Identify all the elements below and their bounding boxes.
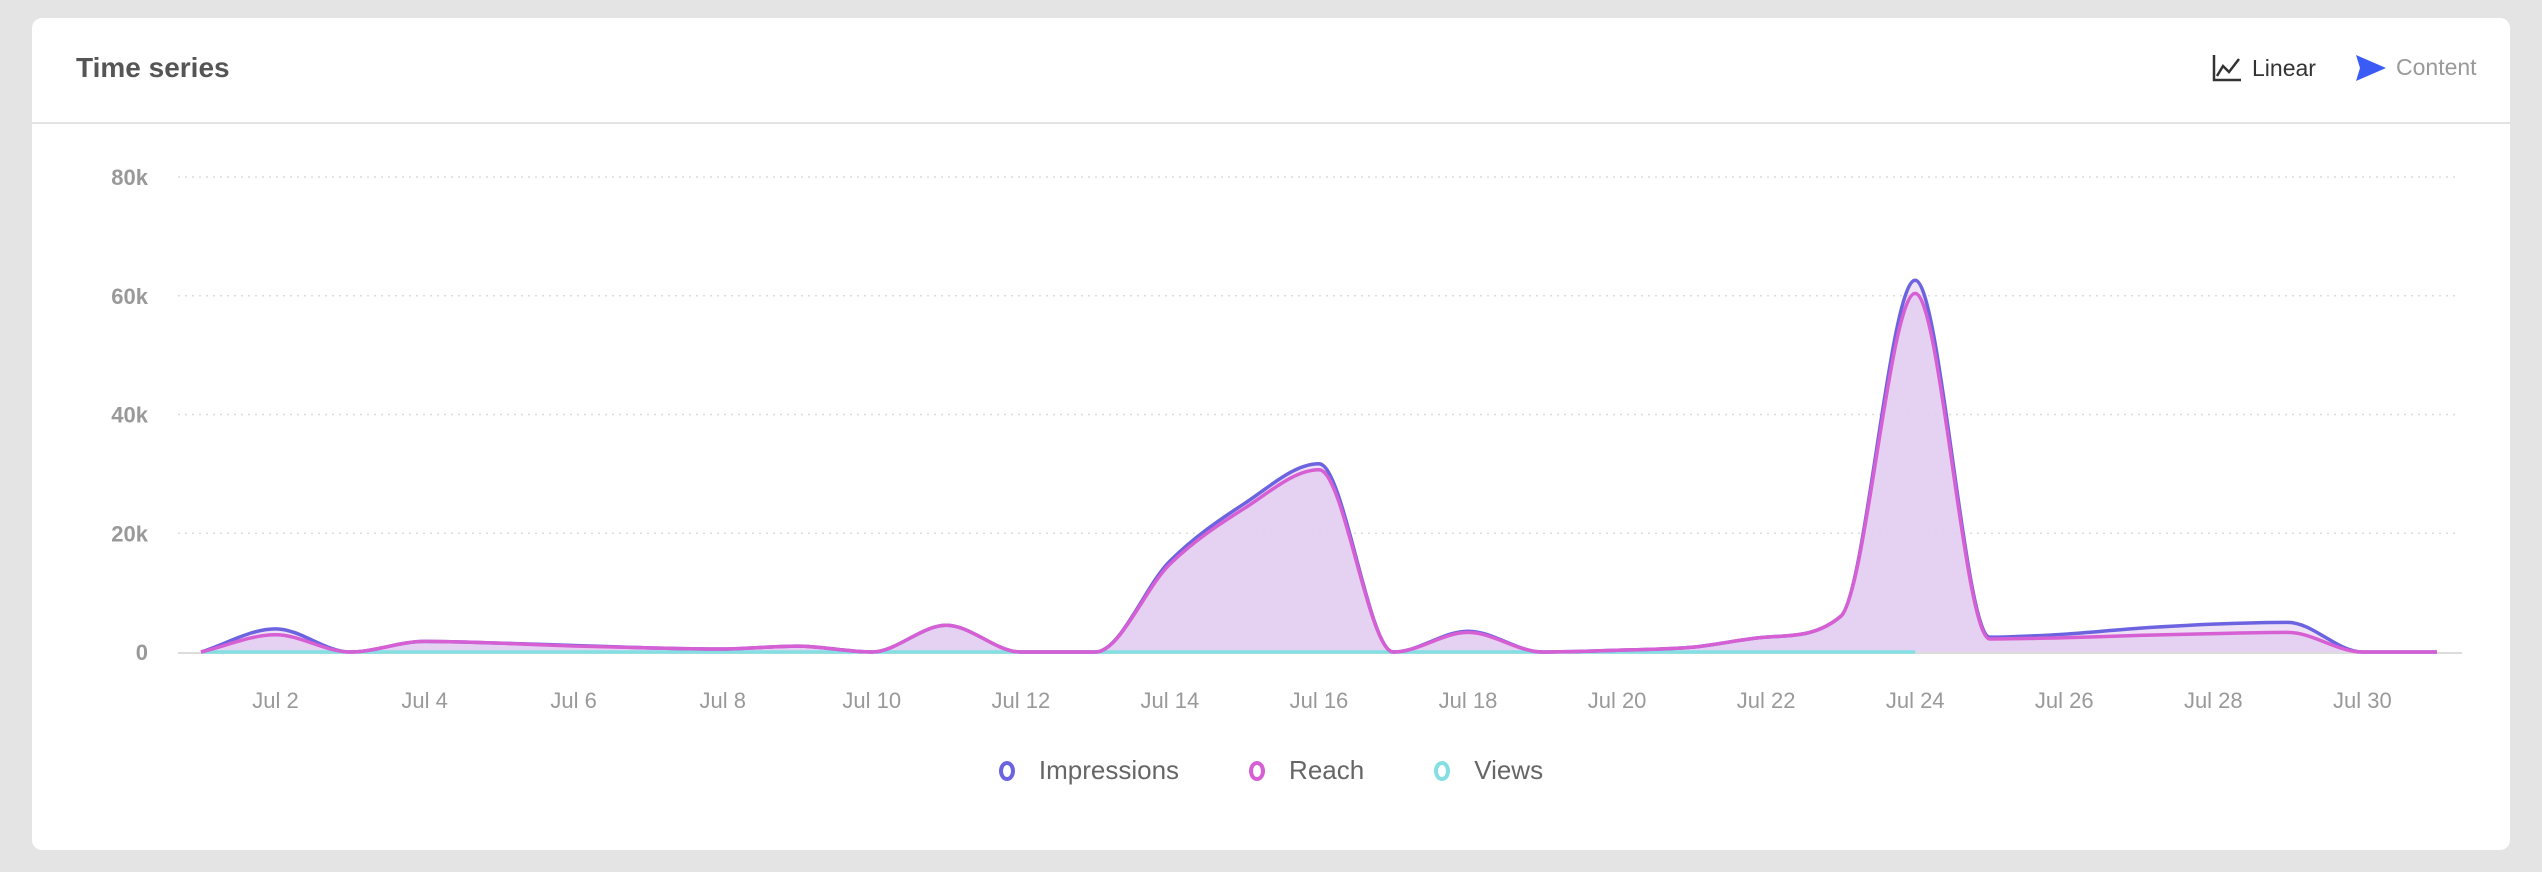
card-header: Time series Linear Content xyxy=(32,18,2510,124)
x-tick-label: Jul 18 xyxy=(1439,688,1498,713)
reach-line xyxy=(200,291,2437,654)
x-tick-label: Jul 26 xyxy=(2035,688,2094,713)
content-label: Content xyxy=(2396,54,2477,80)
legend-item-impressions[interactable]: Impressions xyxy=(998,755,1180,786)
legend-item-views[interactable]: Views xyxy=(1434,755,1543,786)
x-tick-label: Jul 14 xyxy=(1141,688,1200,713)
x-tick-label: Jul 22 xyxy=(1737,688,1796,713)
x-tick-label: Jul 4 xyxy=(401,688,447,713)
legend-label: Impressions xyxy=(1038,755,1180,785)
x-tick-label: Jul 20 xyxy=(1588,688,1647,713)
x-tick-label: Jul 6 xyxy=(550,688,596,713)
reach-marker-icon xyxy=(1249,760,1266,781)
time-series-card: Time series Linear Content xyxy=(32,18,2510,850)
legend-label: Views xyxy=(1474,755,1544,785)
y-tick-label: 80k xyxy=(111,165,148,190)
x-tick-label: Jul 2 xyxy=(252,688,298,713)
x-tick-label: Jul 8 xyxy=(699,688,745,713)
legend: Impressions Reach Views xyxy=(0,755,2542,786)
views-marker-icon xyxy=(1434,760,1451,781)
content-button[interactable]: Content xyxy=(2356,54,2477,81)
x-tick-label: Jul 12 xyxy=(991,688,1050,713)
x-tick-label: Jul 28 xyxy=(2184,688,2243,713)
y-tick-label: 40k xyxy=(111,403,148,428)
impressions-marker-icon xyxy=(998,760,1015,781)
send-icon xyxy=(2356,54,2386,81)
x-tick-label: Jul 30 xyxy=(2333,688,2392,713)
linear-scale-toggle[interactable]: Linear xyxy=(2212,54,2316,82)
card-title: Time series xyxy=(76,52,230,83)
x-tick-label: Jul 16 xyxy=(1290,688,1349,713)
y-tick-label: 20k xyxy=(111,521,148,546)
y-tick-label: 0 xyxy=(136,640,148,665)
line-chart-icon xyxy=(2212,55,2241,82)
legend-label: Reach xyxy=(1289,755,1365,785)
legend-item-reach[interactable]: Reach xyxy=(1249,755,1364,786)
y-tick-label: 60k xyxy=(111,284,148,309)
linear-label: Linear xyxy=(2252,54,2316,81)
x-tick-label: Jul 24 xyxy=(1886,688,1945,713)
reach-area xyxy=(201,293,2437,652)
x-tick-label: Jul 10 xyxy=(842,688,901,713)
